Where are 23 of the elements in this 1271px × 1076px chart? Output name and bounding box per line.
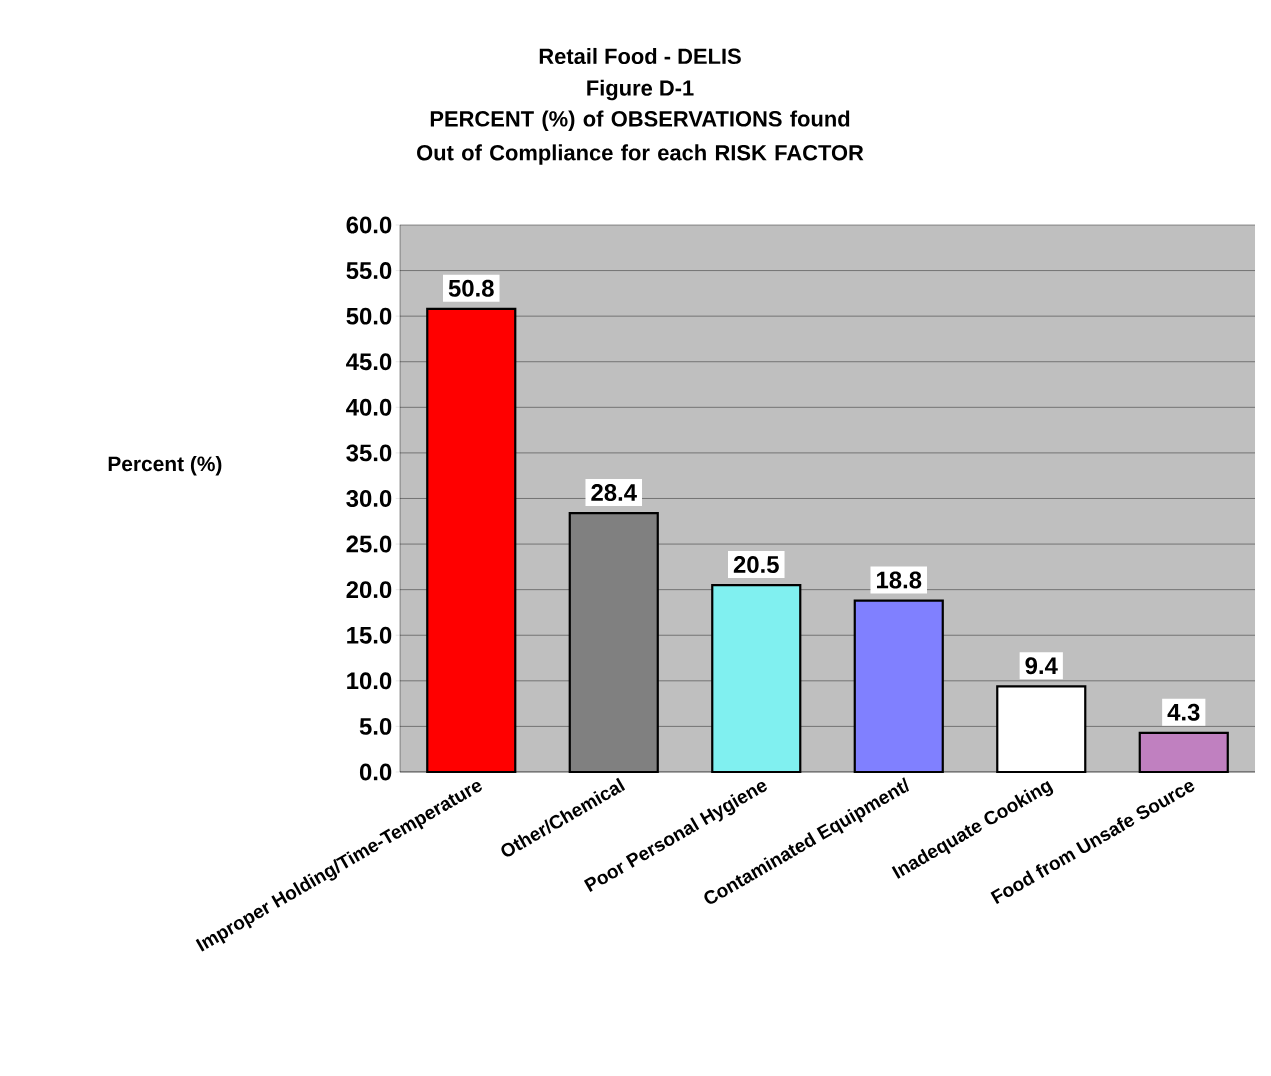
y-axis-title: Percent (%)	[108, 455, 222, 476]
chart-title: Retail Food - DELIS	[539, 47, 741, 65]
data-label: 50.8	[448, 279, 494, 297]
y-tick-label: 0.0	[359, 763, 392, 781]
y-tick-label: 60.0	[346, 216, 392, 234]
y-tick-label: 30.0	[346, 490, 392, 507]
y-tick-label: 15.0	[347, 626, 392, 644]
y-tick-label: 35.0	[346, 444, 392, 462]
chart-subtitle: Figure D-1	[587, 79, 694, 101]
data-label: 9.4	[1025, 657, 1058, 675]
y-tick-label: 5.0	[359, 717, 392, 735]
data-label: 4.3	[1167, 703, 1200, 721]
data-label: 28.4	[591, 484, 637, 501]
text: PERCENT (%) of OBSERVATIONS found Out of Compliance for each RISK FACTOR	[417, 110, 864, 165]
y-tick-label: 45.0	[346, 353, 392, 371]
y-tick-label: 50.0	[346, 307, 392, 325]
y-tick-label: 40.0	[346, 398, 392, 416]
y-tick-label: 20.0	[346, 581, 392, 599]
y-tick-label: 55.0	[346, 262, 392, 280]
data-label: 20.5	[733, 556, 779, 573]
data-label: 18.8	[876, 571, 922, 589]
y-tick-label: 25.0	[346, 535, 392, 553]
y-tick-label: 10.0	[347, 672, 392, 690]
